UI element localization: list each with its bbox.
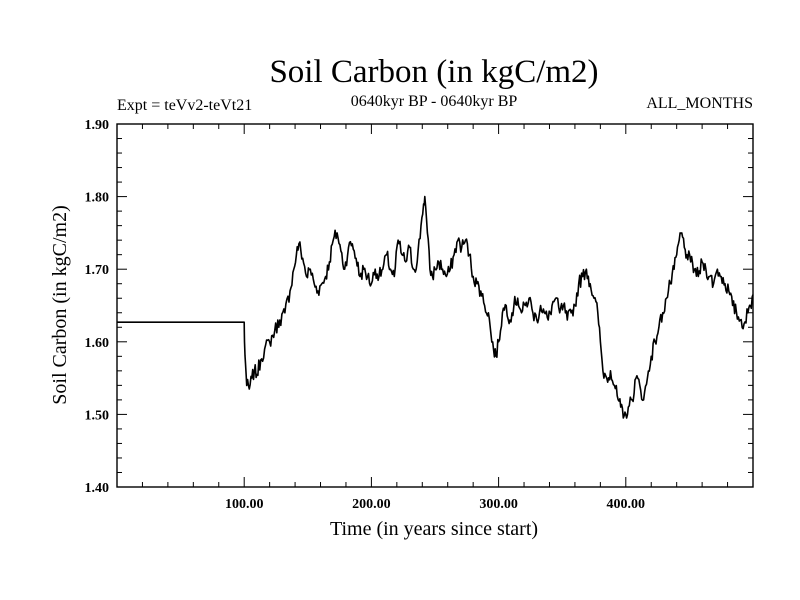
y-tick-label: 1.40 [85,481,110,496]
x-tick-label: 100.00 [225,497,264,512]
x-axis-tick-labels: 100.00 200.00 300.00 400.00 [225,497,645,512]
y-axis-tick-labels: 1.40 1.50 1.60 1.70 1.80 1.90 [85,118,110,496]
y-tick-label: 1.90 [85,118,110,133]
x-axis-label: Time (in years since start) [330,518,538,540]
experiment-label: Expt = teVv2-teVt21 [117,97,252,114]
x-tick-label: 400.00 [607,497,646,512]
months-label: ALL_MONTHS [646,95,753,112]
time-range-label: 0640kyr BP - 0640kyr BP [351,93,518,110]
y-tick-label: 1.60 [85,336,110,351]
y-axis-label: Soil Carbon (in kgC/m2) [49,205,71,404]
chart-title: Soil Carbon (in kgC/m2) [269,54,598,90]
soil-carbon-series-line [117,195,754,419]
x-tick-label: 300.00 [479,497,518,512]
plot-frame [116,123,754,488]
y-tick-label: 1.80 [85,191,110,206]
axis-ticks [117,123,753,488]
y-tick-label: 1.50 [85,408,110,423]
y-tick-label: 1.70 [85,263,110,278]
x-tick-label: 200.00 [352,497,391,512]
